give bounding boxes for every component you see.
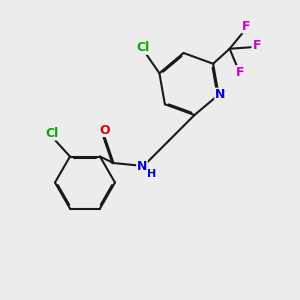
Text: O: O <box>99 124 110 136</box>
Text: N: N <box>137 160 147 172</box>
Text: Cl: Cl <box>45 127 58 140</box>
Text: N: N <box>215 88 225 101</box>
Text: F: F <box>253 39 262 52</box>
Text: F: F <box>242 20 250 33</box>
Text: H: H <box>147 169 157 178</box>
Text: Cl: Cl <box>136 41 149 54</box>
Text: F: F <box>236 66 244 79</box>
